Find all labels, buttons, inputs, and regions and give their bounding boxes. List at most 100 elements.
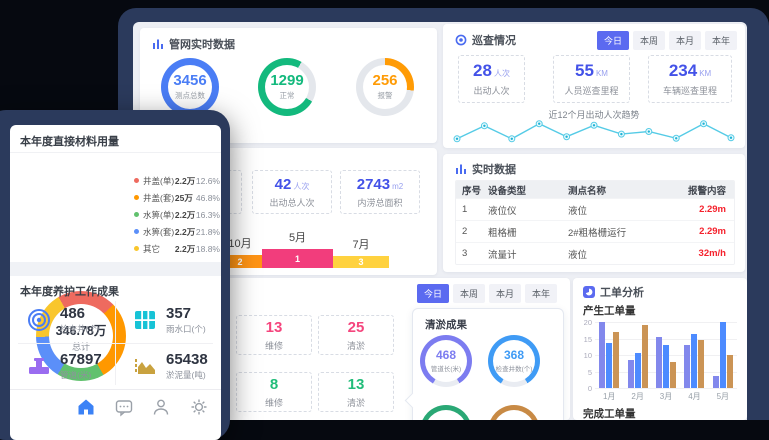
stat-value: 13 — [347, 375, 365, 393]
donut-total-value: 346.78万 — [55, 323, 107, 338]
cell-device: 液位仪 — [488, 205, 517, 217]
legend-pct: 12.6% — [195, 175, 220, 186]
order-panel-title: 工单分析 — [600, 287, 644, 299]
chat-icon[interactable] — [114, 397, 134, 417]
gauge-value: 368 — [503, 348, 525, 362]
status-donut: 256 报警 — [356, 58, 414, 116]
time-tab[interactable]: 本月 — [668, 31, 701, 50]
gauge-label: 检查井数(个) — [495, 366, 533, 373]
status-donut: 1299 正常 — [258, 58, 316, 116]
time-tab[interactable]: 本周 — [632, 31, 665, 50]
work-stat-box: 8 维修 — [236, 372, 312, 412]
maintenance-stat: 357 雨水口(个) — [116, 297, 221, 343]
bar — [627, 359, 634, 388]
header-cell: 报警内容 — [687, 185, 726, 197]
legend-dot — [134, 195, 139, 200]
trend-title: 近12个月出动人次趋势 — [548, 110, 640, 120]
time-tab[interactable]: 今日 — [416, 284, 449, 303]
stat-label: 清淤 — [346, 340, 365, 351]
bar — [719, 322, 726, 388]
stat-label: 出动人次 — [473, 86, 510, 96]
legend-value: 25万 — [174, 192, 193, 203]
stat-value: 25 — [347, 318, 365, 336]
time-tab[interactable]: 本年 — [524, 284, 557, 303]
legend-pct: 16.3% — [195, 209, 220, 220]
home-icon[interactable] — [76, 397, 96, 417]
legend-name: 水箅(单) — [143, 209, 175, 220]
table-row[interactable]: 2 粗格栅 2#粗格栅运行 2.29m — [456, 221, 734, 243]
stat-value: 28 人次 — [473, 61, 510, 80]
y-tick-label: 15 — [583, 334, 592, 344]
legend-item: 井盖(套) 25万 46.8% — [134, 189, 220, 206]
legend-item: 水箅(单) 2.2万 16.3% — [134, 206, 220, 223]
stat-value: 55 KM — [575, 61, 608, 80]
work-tab-group: 今日 本周 本月 本年 — [413, 284, 557, 303]
result-gauge — [420, 405, 472, 420]
stat-label: 出动总人次 — [269, 197, 315, 208]
phone-frame: 本年度直接材料用量 346.78万 总计 井盖(单) 2.2万 12.6% 井盖(套)… — [0, 110, 230, 440]
legend-item: 井盖(单) 2.2万 12.6% — [134, 172, 220, 189]
donut-hole: 3456 测点总数 — [168, 65, 212, 109]
maintenance-value: 67897 — [60, 350, 102, 368]
bar-group — [652, 322, 680, 388]
donut-value: 256 — [372, 72, 398, 89]
legend-name: 井盖(单) — [143, 175, 175, 186]
gauge-hole — [493, 410, 535, 420]
bar-groups — [595, 322, 737, 388]
legend-value: 2.2万 — [174, 243, 196, 254]
bar — [599, 322, 606, 388]
donut-label: 测点总数 — [175, 91, 205, 100]
podium-bar: 1 — [262, 249, 333, 268]
bar — [634, 353, 641, 388]
legend-item: 水箅(套) 2.2万 21.8% — [134, 223, 220, 240]
material-donut-chart: 346.78万 总计 — [36, 291, 126, 381]
podium-month-label: 5月 — [288, 232, 307, 244]
legend-value: 2.2万 — [174, 175, 196, 186]
time-tab[interactable]: 本周 — [452, 284, 485, 303]
cell-device: 流量计 — [488, 249, 517, 261]
bar-group — [680, 322, 708, 388]
y-tick-label: 0 — [587, 384, 592, 393]
legend-dot — [134, 229, 139, 234]
order-analysis-panel: 工单分析 产生工单量 0 5 10 15 20 1月 2月 3月 4月 5月 完成工单量 — [573, 278, 747, 420]
stat-label: 维修 — [264, 397, 283, 408]
maintenance-stat: 486 检查井(个) — [10, 297, 115, 343]
order-bar-chart: 0 5 10 15 20 — [584, 318, 737, 393]
header-cell: 设备类型 — [488, 185, 527, 197]
stat-value: 13 — [265, 318, 283, 336]
donut-label: 报警 — [377, 91, 393, 100]
bar — [641, 325, 648, 388]
bar — [691, 333, 698, 388]
time-tab[interactable]: 今日 — [596, 31, 629, 50]
x-tick-label: 1月 — [602, 392, 616, 401]
time-tab[interactable]: 本月 — [488, 284, 521, 303]
maintenance-label: 淤泥量(吨) — [166, 369, 206, 380]
phone-screen: 本年度直接材料用量 346.78万 总计 井盖(单) 2.2万 12.6% 井盖(套)… — [10, 125, 221, 440]
legend-pct: 18.8% — [195, 243, 220, 254]
pipe-realtime-panel: 管网实时数据 3456 测点总数 1299 正常 256 报警 — [140, 28, 437, 143]
settings-icon[interactable] — [189, 397, 209, 417]
user-icon[interactable] — [151, 397, 171, 417]
bar-chart-icon — [153, 39, 163, 49]
material-legend: 井盖(单) 2.2万 12.6% 井盖(套) 25万 46.8% 水箅(单) 2.2万 16.3… — [134, 172, 220, 257]
legend-name: 其它 — [143, 243, 161, 254]
time-tab[interactable]: 本年 — [704, 31, 737, 50]
legend-name: 井盖(套) — [143, 192, 175, 203]
result-gauge — [488, 405, 540, 420]
table-row[interactable]: 3 流量计 液位 32m/h — [456, 243, 734, 264]
maintenance-text: 357 雨水口(个) — [166, 306, 206, 335]
maintenance-label: 检查井(个) — [60, 323, 100, 334]
flood-stat-box: 2743 m2 内涝总面积 — [340, 170, 420, 214]
table-row[interactable]: 1 液位仪 液位 2.29m — [456, 199, 734, 221]
maintenance-text: 65438 淤泥量(吨) — [166, 352, 208, 381]
maintenance-stat: 65438 淤泥量(吨) — [116, 343, 221, 389]
realtime-data-panel: 实时数据 序号 设备类型 测点名称 报警内容 1 液位仪 液位 2.29m 2 粗格栅 2#粗格栅运… — [443, 154, 745, 272]
alarm-table: 序号 设备类型 测点名称 报警内容 1 液位仪 液位 2.29m 2 粗格栅 2#粗格栅运行 2.29… — [455, 180, 735, 265]
work-stat-box: 13 维修 — [236, 315, 312, 355]
pie-chart-icon — [583, 286, 595, 298]
result-gauge: 368 检查井数(个) — [488, 335, 540, 387]
stat-label: 清淤 — [346, 397, 365, 408]
maintenance-value: 65438 — [166, 350, 208, 368]
maintenance-card-title: 本年度养护工作成果 — [20, 286, 119, 298]
cell-no: 3 — [462, 248, 468, 259]
